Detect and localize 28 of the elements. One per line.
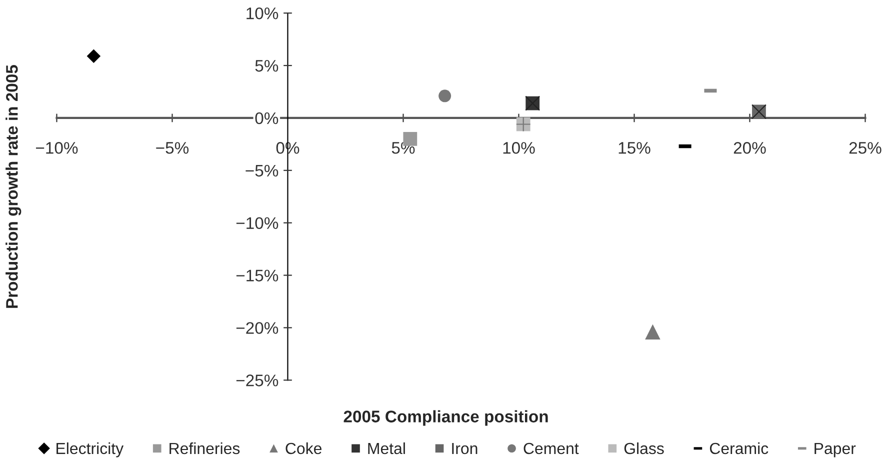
y-tick-label: −15% [236, 270, 278, 282]
point [86, 49, 101, 63]
y-tick-label: −10% [236, 217, 278, 230]
legend-label: Cement [524, 442, 579, 454]
y-tick-label: 10% [246, 7, 278, 20]
point [438, 90, 452, 102]
legend-label: Glass [624, 442, 664, 454]
y-tick-label: 0% [255, 112, 278, 124]
x-tick-label: −5% [156, 142, 189, 154]
x-tick-label: −10% [36, 142, 78, 154]
legend-label: Paper [814, 442, 856, 458]
x-tick-label: 20% [734, 142, 766, 154]
legend-label: Iron [452, 442, 478, 454]
y-axis-title: Production growth rate in 2005 [6, 65, 22, 308]
legend-label: Refineries [170, 442, 240, 454]
legend-label: Coke [286, 442, 322, 454]
x-tick-label: 25% [849, 142, 882, 154]
y-tick-label: 5% [255, 60, 278, 72]
y-tick-label: −20% [236, 322, 278, 334]
point [645, 324, 660, 340]
x-tick-label: 10% [503, 142, 535, 154]
legend-label: Electricity [56, 442, 124, 458]
x-axis-title: 2005 Compliance position [344, 410, 548, 426]
y-tick-label: −5% [246, 164, 278, 177]
y-tick-label: −25% [236, 374, 278, 386]
legend-label: Metal [368, 442, 405, 454]
legend-label: Ceramic [710, 442, 768, 454]
x-tick-label: 15% [618, 142, 650, 154]
